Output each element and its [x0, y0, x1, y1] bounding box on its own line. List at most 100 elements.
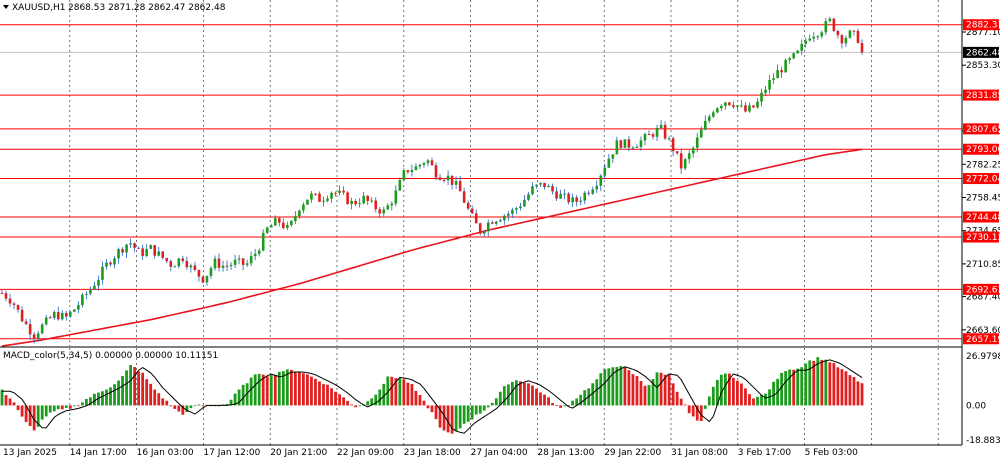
macd-bar — [788, 369, 792, 406]
level-tag-bg — [963, 143, 999, 155]
macd-bar — [410, 384, 414, 406]
candle-body — [334, 192, 337, 194]
candle-body — [748, 105, 751, 112]
candle-body — [129, 243, 132, 245]
candle-body — [109, 262, 112, 265]
candle-body — [820, 32, 824, 37]
macd-bar — [723, 373, 727, 406]
candle-body — [350, 200, 353, 205]
time-axis[interactable]: 13 Jan 2025 14 Jan 17:00 16 Jan 03:00 17 Ja… — [0, 444, 962, 458]
macd-bar — [619, 366, 623, 406]
time-axis-labels: 13 Jan 2025 14 Jan 17:00 16 Jan 03:00 17 Ja… — [3, 448, 858, 458]
candle-body — [40, 324, 44, 334]
macd-bar — [169, 405, 173, 407]
macd-bar — [44, 405, 48, 417]
candle-body — [547, 185, 550, 188]
macd-bar — [458, 405, 462, 429]
macd-bar — [623, 367, 627, 406]
candle-body — [671, 138, 675, 152]
candle-body — [639, 140, 643, 147]
macd-bar — [792, 369, 796, 406]
macd-bar — [378, 389, 382, 406]
candle-body — [366, 195, 370, 202]
candle-body — [117, 249, 120, 259]
macd-bar — [36, 405, 40, 427]
main-price-panel[interactable] — [0, 0, 962, 347]
candle-body — [712, 112, 715, 117]
candle-body — [691, 147, 695, 154]
macd-bar — [24, 405, 28, 423]
level-tag-bg — [963, 231, 999, 243]
candle-body — [478, 223, 482, 234]
time-label: 29 Jan 22:00 — [604, 448, 661, 458]
macd-bar — [354, 405, 358, 408]
candle-body — [587, 192, 591, 194]
candle-body — [647, 134, 651, 136]
candle-body — [60, 313, 64, 320]
candle-body — [161, 251, 165, 258]
candle-body — [16, 304, 20, 310]
macd-bar — [330, 388, 333, 406]
macd-signal-line — [2, 359, 863, 434]
candle-body — [418, 164, 422, 167]
macd-bar — [703, 405, 707, 409]
macd-bar — [727, 373, 731, 406]
candle-body — [253, 253, 257, 257]
macd-bar — [856, 381, 860, 406]
candle-body — [121, 249, 124, 253]
candle-body — [828, 18, 832, 22]
macd-bar — [133, 367, 137, 406]
candle-body — [4, 293, 8, 299]
candle-body — [149, 245, 152, 249]
candle-body — [382, 209, 386, 214]
macd-bar — [764, 393, 767, 406]
price-axis[interactable]: 2877.102853.302806.152782.252758.452734.… — [961, 0, 1000, 446]
macd-bar — [4, 395, 8, 406]
macd-bar — [804, 363, 808, 406]
macd-bar — [157, 393, 161, 406]
candle-body — [322, 200, 325, 202]
candle-body — [523, 199, 526, 207]
candle-body — [470, 208, 474, 214]
macd-bar — [643, 385, 647, 406]
macd-bar — [350, 404, 354, 406]
symbol-timeframe: XAUUSD,H1 — [12, 3, 66, 13]
level-tag-value: 2882.31 — [966, 21, 1000, 31]
price-tick-label: 2687.40 — [966, 293, 1000, 303]
macd-bar — [812, 360, 816, 406]
candle-body — [277, 218, 281, 223]
candle-body — [265, 227, 269, 233]
candle-body — [643, 134, 647, 141]
macd-bar — [474, 405, 478, 415]
macd-bar — [506, 384, 510, 406]
macd-bar — [583, 390, 587, 406]
candle-body — [840, 35, 844, 44]
macd-bar — [177, 405, 181, 412]
candle-body — [157, 251, 161, 256]
macd-bar — [836, 367, 840, 406]
candle-body — [760, 92, 763, 102]
candle-body — [430, 160, 434, 166]
candle-body — [64, 313, 68, 317]
macd-bar — [181, 405, 185, 415]
level-tag-value: 2692.61 — [966, 285, 1000, 295]
macd-bar — [627, 370, 631, 406]
macd-bar — [161, 398, 165, 406]
candle-body — [519, 206, 522, 209]
candle-body — [442, 179, 446, 181]
candle-body — [201, 276, 205, 283]
candle-body — [635, 146, 639, 148]
candle-body — [302, 204, 305, 211]
time-label: 17 Jan 12:00 — [203, 448, 260, 458]
macd-bar — [245, 383, 249, 406]
candle-body — [804, 40, 808, 44]
triangle-down-icon[interactable] — [3, 5, 9, 9]
candle-body — [720, 105, 723, 109]
macd-panel[interactable] — [0, 348, 939, 445]
candle-body — [378, 209, 382, 214]
candle-body — [776, 70, 779, 79]
time-label: 31 Jan 08:00 — [671, 448, 728, 458]
macd-bar — [543, 394, 546, 406]
candle-body — [386, 205, 390, 210]
